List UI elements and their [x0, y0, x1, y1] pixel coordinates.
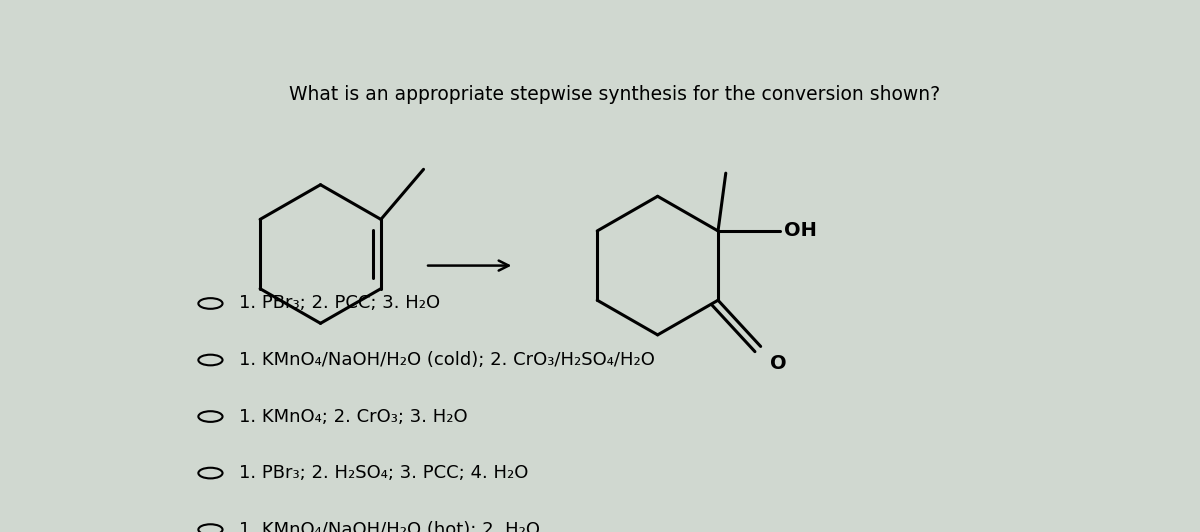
Text: 1. KMnO₄; 2. CrO₃; 3. H₂O: 1. KMnO₄; 2. CrO₃; 3. H₂O	[239, 408, 468, 426]
Text: 1. PBr₃; 2. H₂SO₄; 3. PCC; 4. H₂O: 1. PBr₃; 2. H₂SO₄; 3. PCC; 4. H₂O	[239, 464, 529, 482]
Text: OH: OH	[784, 221, 817, 240]
Text: 1. PBr₃; 2. PCC; 3. H₂O: 1. PBr₃; 2. PCC; 3. H₂O	[239, 295, 440, 312]
Text: What is an appropriate stepwise synthesis for the conversion shown?: What is an appropriate stepwise synthesi…	[289, 85, 941, 104]
Text: O: O	[770, 354, 786, 373]
Text: 1. KMnO₄/NaOH/H₂O (cold); 2. CrO₃/H₂SO₄/H₂O: 1. KMnO₄/NaOH/H₂O (cold); 2. CrO₃/H₂SO₄/…	[239, 351, 655, 369]
Text: 1. KMnO₄/NaOH/H₂O (hot); 2. H₂O: 1. KMnO₄/NaOH/H₂O (hot); 2. H₂O	[239, 521, 540, 532]
